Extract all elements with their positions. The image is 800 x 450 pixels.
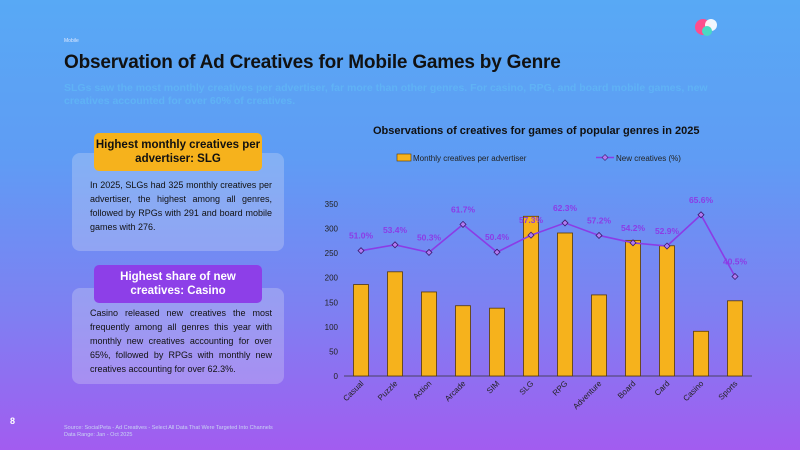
bar [353, 284, 369, 377]
data-label: 57.2% [587, 215, 612, 225]
y-tick-label: 50 [329, 347, 338, 356]
legend-swatch-bars [396, 153, 412, 162]
bar [727, 300, 743, 377]
bar-series [353, 215, 743, 377]
line-point [595, 231, 603, 240]
insight-card-casino [72, 288, 284, 384]
y-axis: 0 50 100 150 200 250 300 350 [325, 200, 752, 381]
line-point [425, 248, 433, 256]
line-point [663, 242, 671, 250]
brand-logo-icon [695, 19, 717, 36]
x-tick-label: Adventure [571, 379, 604, 412]
data-label: 50.3% [417, 232, 442, 242]
line-point [391, 241, 399, 249]
chart-legend: Monthly creatives per advertiser New crea… [396, 153, 681, 163]
data-label: 61.7% [451, 204, 476, 214]
bar [523, 215, 539, 377]
bar [557, 232, 573, 377]
x-tick-label: Action [411, 379, 433, 401]
x-tick-label: Sports [717, 379, 740, 402]
x-tick-label: RPG [551, 379, 570, 398]
line-series: 51.0% 53.4% 50.3% 61.7% 50.4% 57.3% 62.3% 57.2%… [349, 195, 748, 281]
bar [489, 307, 505, 377]
source-line-2: Data Range: Jan - Oct 2025 [64, 432, 133, 438]
x-tick-label: Arcade [443, 379, 468, 404]
x-axis: Casual Puzzle Action Arcade SIM SLG RPG Adventu… [341, 379, 739, 412]
data-label: 50.4% [485, 232, 510, 242]
insight-badge-slg: Highest monthly creatives per advertiser… [94, 133, 262, 171]
line-point [493, 248, 501, 256]
insight-card-slg-text: In 2025, SLGs had 325 monthly creatives … [90, 180, 272, 232]
page-title: Observation of Ad Creatives for Mobile G… [64, 52, 561, 73]
data-label: 54.2% [621, 223, 646, 233]
data-label: 62.3% [553, 203, 578, 213]
line-point [561, 219, 569, 227]
legend-label-line: New creatives (%) [616, 154, 681, 163]
x-tick-label: Puzzle [376, 379, 400, 403]
line-point [697, 211, 705, 219]
x-tick-label: Casino [681, 379, 705, 403]
source-line-1: Source: SocialPeta - Ad Creatives - Sele… [64, 425, 273, 431]
x-tick-label: Board [616, 379, 637, 400]
bar [693, 330, 709, 377]
line-point [629, 239, 637, 247]
insight-card-casino-text: Casino released new creatives the most f… [90, 308, 272, 374]
y-tick-label: 300 [325, 225, 339, 234]
y-tick-label: 250 [325, 249, 339, 258]
data-label: 57.3% [519, 215, 544, 225]
y-tick-label: 350 [325, 200, 339, 209]
bar [591, 294, 607, 377]
line-point [459, 220, 467, 228]
page-number: 8 [10, 416, 16, 426]
x-tick-label: SIM [485, 379, 502, 396]
data-label: 53.4% [383, 225, 408, 235]
legend-marker-line [601, 154, 609, 161]
line-point [527, 231, 535, 239]
x-tick-label: Card [653, 379, 672, 398]
legend-label-bars: Monthly creatives per advertiser [413, 154, 527, 163]
line-point [357, 247, 365, 255]
y-tick-label: 100 [325, 323, 339, 332]
data-label: 52.9% [655, 226, 680, 236]
page-subtitle: SLGs saw the most monthly creatives per … [64, 82, 708, 107]
brand-tag: Mobile [64, 38, 79, 44]
data-label: 40.5% [723, 256, 748, 266]
y-tick-label: 0 [334, 372, 339, 381]
chart-title: Observations of creatives for games of p… [373, 125, 700, 137]
bar [625, 239, 641, 377]
y-tick-label: 150 [325, 298, 339, 307]
line-path [360, 213, 736, 277]
x-tick-label: SLG [518, 379, 536, 397]
data-label: 51.0% [349, 231, 374, 241]
x-tick-label: Casual [341, 379, 365, 403]
data-label: 65.6% [689, 195, 714, 205]
line-point [731, 272, 739, 281]
bar [455, 305, 471, 377]
bar [421, 291, 437, 377]
insight-badge-casino: Highest share of new creatives: Casino [94, 265, 262, 303]
y-tick-label: 200 [325, 274, 339, 283]
bar [659, 245, 675, 377]
bar [387, 271, 403, 377]
source-note: Source: SocialPeta - Ad Creatives - Sele… [64, 425, 273, 439]
